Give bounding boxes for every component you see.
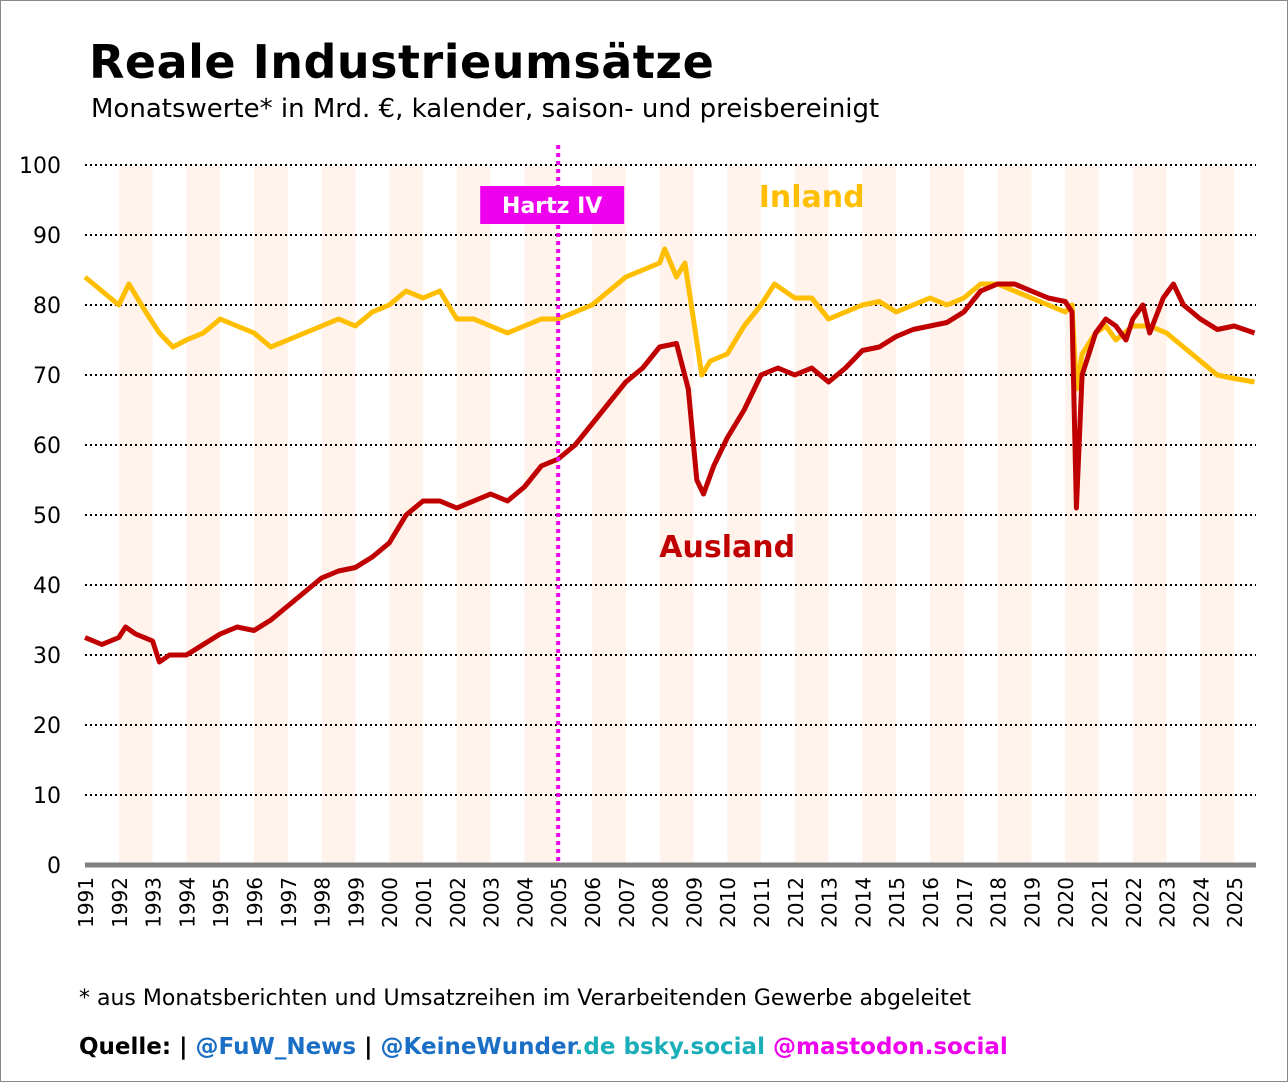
separator: | bbox=[356, 1034, 381, 1060]
x-tick-label: 2011 bbox=[750, 877, 774, 928]
x-tick-label: 2018 bbox=[987, 877, 1011, 928]
x-tick-label: 1997 bbox=[277, 877, 301, 928]
x-tick-label: 2013 bbox=[818, 877, 842, 928]
x-tick-label: 1994 bbox=[175, 877, 199, 928]
x-tick-label: 2008 bbox=[649, 877, 673, 928]
x-tick-label: 2017 bbox=[953, 877, 977, 928]
x-tick-label: 2009 bbox=[682, 877, 706, 928]
x-tick-label: 2019 bbox=[1020, 877, 1044, 928]
y-tick-label: 60 bbox=[33, 434, 61, 459]
x-tick-label: 2003 bbox=[480, 877, 504, 928]
y-tick-label: 20 bbox=[33, 714, 61, 739]
x-tick-label: 2023 bbox=[1156, 877, 1180, 928]
x-tick-label: 2021 bbox=[1088, 877, 1112, 928]
mastodon-handle[interactable]: @mastodon.social bbox=[764, 1034, 1008, 1060]
hartz-iv-label-box bbox=[480, 186, 625, 224]
x-tick-label: 2025 bbox=[1223, 877, 1247, 928]
series-label-inland: Inland bbox=[759, 180, 865, 215]
y-tick-label: 100 bbox=[19, 154, 61, 179]
x-tick-label: 1993 bbox=[142, 877, 166, 928]
x-tick-label: 1998 bbox=[311, 877, 335, 928]
y-tick-label: 40 bbox=[33, 574, 61, 599]
year-shade-band bbox=[321, 165, 356, 865]
x-tick-label: 2001 bbox=[412, 877, 436, 928]
x-tick-label: 1999 bbox=[344, 877, 368, 928]
x-tick-label: 2007 bbox=[615, 877, 639, 928]
chart-svg: 0 10 20 30 40 50 60 70 80 90 100 1991 1992 1993 1994 19… bbox=[19, 145, 1256, 928]
y-tick-label: 90 bbox=[33, 224, 61, 249]
source-label: Quelle: | bbox=[79, 1034, 196, 1060]
x-tick-label: 1992 bbox=[108, 877, 132, 928]
y-tick-label: 10 bbox=[33, 784, 61, 809]
x-tick-label: 1995 bbox=[209, 877, 233, 928]
kw-handle[interactable]: @KeineWunder bbox=[380, 1034, 575, 1060]
chart-title: Reale Industrieumsätze bbox=[89, 35, 715, 89]
y-tick-label: 50 bbox=[33, 504, 61, 529]
year-shade-band bbox=[456, 165, 491, 865]
hartz-iv-label: Hartz IV bbox=[502, 194, 602, 219]
x-tick-label: 2022 bbox=[1122, 877, 1146, 928]
y-tick-label: 80 bbox=[33, 294, 61, 319]
bsky-handle[interactable]: .de bsky.social bbox=[574, 1034, 765, 1060]
x-tick-label: 1996 bbox=[243, 877, 267, 928]
x-tick-label: 2004 bbox=[513, 877, 537, 928]
x-tick-label: 2016 bbox=[919, 877, 943, 928]
y-tick-label: 30 bbox=[33, 644, 61, 669]
chart-subtitle: Monatswerte* in Mrd. €, kalender, saison… bbox=[91, 94, 880, 124]
year-shade-band bbox=[186, 165, 221, 865]
x-tick-label: 2002 bbox=[446, 877, 470, 928]
x-tick-label: 2014 bbox=[851, 877, 875, 928]
x-tick-label: 1991 bbox=[74, 877, 98, 928]
x-tick-label: 2010 bbox=[716, 877, 740, 928]
footnote: * aus Monatsberichten und Umsatzreihen i… bbox=[79, 986, 972, 1011]
x-tick-label: 2012 bbox=[784, 877, 808, 928]
x-tick-label: 2020 bbox=[1054, 877, 1078, 928]
y-tick-label: 0 bbox=[47, 854, 61, 879]
x-tick-label: 2024 bbox=[1189, 877, 1213, 928]
x-tick-label: 2006 bbox=[581, 877, 605, 928]
source-line: Quelle: | @FuW_News | @KeineWunder.de bs… bbox=[79, 1034, 1008, 1060]
y-tick-label: 70 bbox=[33, 364, 61, 389]
x-tick-label: 2015 bbox=[885, 877, 909, 928]
fuw-handle[interactable]: @FuW_News bbox=[195, 1034, 357, 1060]
x-tick-label: 2005 bbox=[547, 877, 571, 928]
x-tick-label: 2000 bbox=[378, 877, 402, 928]
series-label-ausland: Ausland bbox=[659, 530, 795, 565]
series-line-ausland bbox=[84, 281, 1256, 665]
